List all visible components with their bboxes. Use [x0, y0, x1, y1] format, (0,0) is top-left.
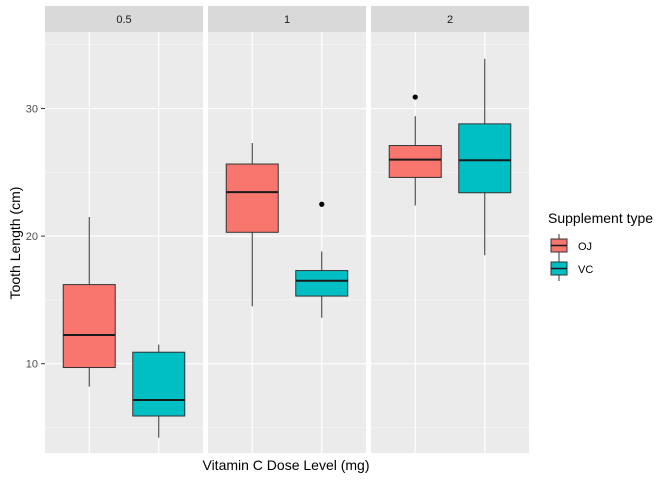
- legend-label: OJ: [578, 241, 592, 253]
- y-tick-label: 30: [26, 104, 38, 116]
- box-iqr: [295, 270, 349, 297]
- box-OJ-2: [388, 94, 442, 206]
- legend: Supplement type OJ VC: [548, 210, 653, 281]
- y-tick-label: 10: [26, 359, 38, 371]
- box-iqr: [132, 351, 186, 417]
- box-iqr: [458, 123, 512, 194]
- box-OJ-0.5: [62, 216, 116, 387]
- outlier-point: [319, 201, 325, 207]
- legend-item-OJ: OJ: [550, 234, 592, 258]
- panel-background: [208, 32, 366, 453]
- legend-title: Supplement type: [548, 210, 653, 226]
- y-axis: 10 20 30: [26, 104, 45, 371]
- panel-background: [371, 32, 529, 453]
- box-VC-1: [295, 201, 349, 318]
- facet-label: 1: [284, 14, 290, 26]
- facet-panel-1: 1: [208, 6, 366, 453]
- box-VC-0.5: [132, 344, 186, 438]
- facet-panel-0.5: 0.5: [45, 6, 203, 453]
- outlier-point: [412, 94, 418, 100]
- box-iqr: [62, 284, 116, 369]
- box-iqr: [225, 163, 279, 233]
- box-iqr: [388, 145, 442, 178]
- y-tick-label: 20: [26, 231, 38, 243]
- legend-label: VC: [578, 264, 593, 276]
- box-OJ-1: [225, 142, 279, 307]
- x-axis-title: Vitamin C Dose Level (mg): [202, 457, 369, 473]
- box-VC-2: [458, 58, 512, 256]
- y-axis-title: Tooth Length (cm): [7, 187, 23, 300]
- facet-strip: [371, 6, 529, 32]
- facet-panels: 0.5 1 2: [45, 6, 529, 453]
- facet-label: 0.5: [116, 14, 131, 26]
- facet-panel-2: 2: [371, 6, 529, 453]
- facet-strip: [45, 6, 203, 32]
- facet-label: 2: [447, 14, 453, 26]
- legend-item-VC: VC: [550, 257, 593, 281]
- facet-strip: [208, 6, 366, 32]
